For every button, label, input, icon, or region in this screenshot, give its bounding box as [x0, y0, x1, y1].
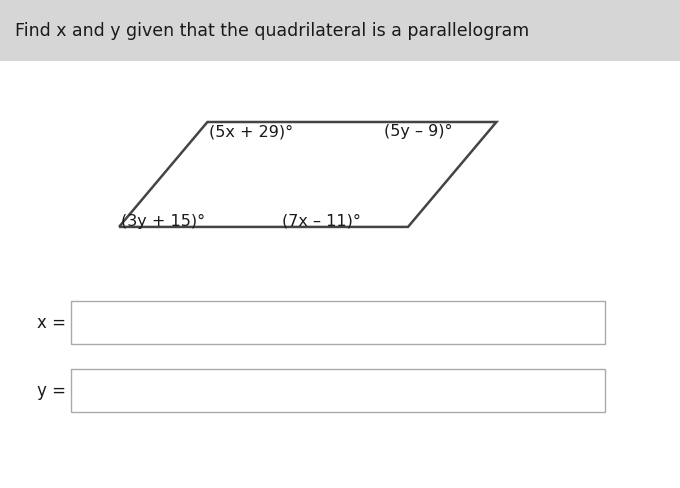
Text: (3y + 15)°: (3y + 15)° — [121, 214, 205, 229]
FancyBboxPatch shape — [71, 301, 605, 344]
FancyBboxPatch shape — [71, 369, 605, 412]
Text: Find x and y given that the quadrilateral is a parallelogram: Find x and y given that the quadrilatera… — [15, 22, 529, 40]
Text: (5x + 29)°: (5x + 29)° — [209, 124, 294, 140]
FancyBboxPatch shape — [0, 0, 680, 61]
Text: x =: x = — [37, 314, 66, 331]
Text: (5y – 9)°: (5y – 9)° — [384, 124, 453, 140]
Text: (7x – 11)°: (7x – 11)° — [282, 214, 361, 229]
Text: y =: y = — [37, 382, 66, 400]
Polygon shape — [119, 122, 496, 227]
